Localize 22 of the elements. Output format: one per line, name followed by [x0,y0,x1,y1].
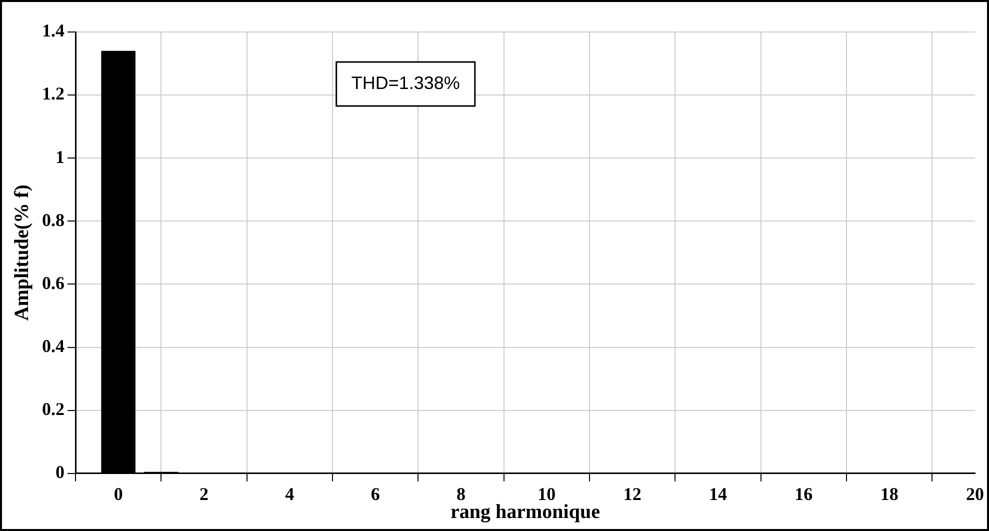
y-tick-label: 0.4 [42,336,64,356]
x-axis-title: rang harmonique [450,501,600,524]
x-tick-label: 8 [456,484,466,504]
x-tick-label: 16 [794,484,813,504]
x-tick-label: 2 [200,484,208,504]
y-tick-label: 1.2 [42,84,64,104]
x-tick-label: 18 [880,484,898,504]
x-tick-label: 12 [623,484,642,504]
x-tick-label: 6 [370,484,380,504]
y-tick-label: 0.2 [42,399,64,419]
y-axis-title: Amplitude(% f) [11,184,34,321]
x-tick-label: 10 [538,484,556,504]
x-tick-label: 20 [966,484,984,504]
x-tick-label: 14 [709,484,727,504]
y-tick-label: 1 [56,146,64,167]
x-tick-label: 0 [114,484,123,504]
y-tick-label: 0.6 [42,272,64,293]
y-tick-label: 0 [56,462,64,482]
annotation: THD=1.338% [351,72,460,93]
y-tick-label: 1.4 [42,20,64,41]
y-tick-label: 0.8 [42,210,64,230]
x-tick-label: 4 [285,484,294,504]
